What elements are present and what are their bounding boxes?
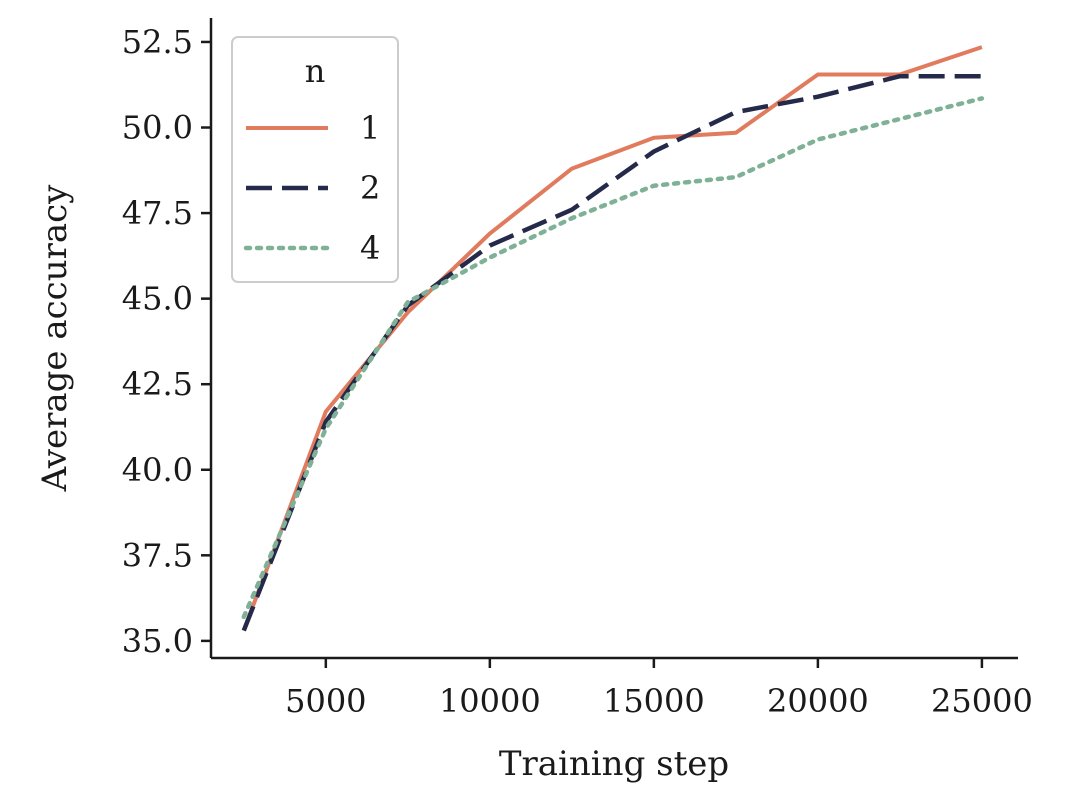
y-axis-title: Average accuracy (35, 184, 75, 493)
series-layer (241, 45, 985, 632)
legend-label-1: 1 (360, 109, 380, 147)
y-tick-label: 40.0 (122, 451, 193, 489)
y-tick-label: 52.5 (122, 23, 193, 61)
legend-label-2: 2 (360, 169, 380, 207)
y-tick-label: 47.5 (122, 194, 193, 232)
x-tick-label: 5000 (285, 682, 366, 720)
axes-layer: 35.0 37.5 40.0 42.5 45.0 47.5 50.0 52.5 5000 1000… (122, 18, 1033, 720)
legend-frame (231, 36, 399, 283)
x-axis-title: Training step (499, 744, 729, 784)
series-line-4 (241, 96, 985, 620)
x-tick-label: 10000 (439, 682, 541, 720)
y-tick-label: 45.0 (122, 280, 193, 318)
y-tick-label: 35.0 (122, 622, 193, 660)
x-tick-label: 20000 (767, 682, 869, 720)
y-tick-label: 37.5 (122, 536, 193, 574)
x-tick-label: 15000 (603, 682, 705, 720)
y-tick-label: 42.5 (122, 365, 193, 403)
series-line-2 (241, 73, 982, 632)
x-tick-label: 25000 (931, 682, 1033, 720)
y-tick-label: 50.0 (122, 109, 193, 147)
legend: n 1 2 4 (231, 36, 399, 283)
legend-label-4: 4 (360, 229, 380, 267)
legend-title: n (305, 52, 326, 90)
